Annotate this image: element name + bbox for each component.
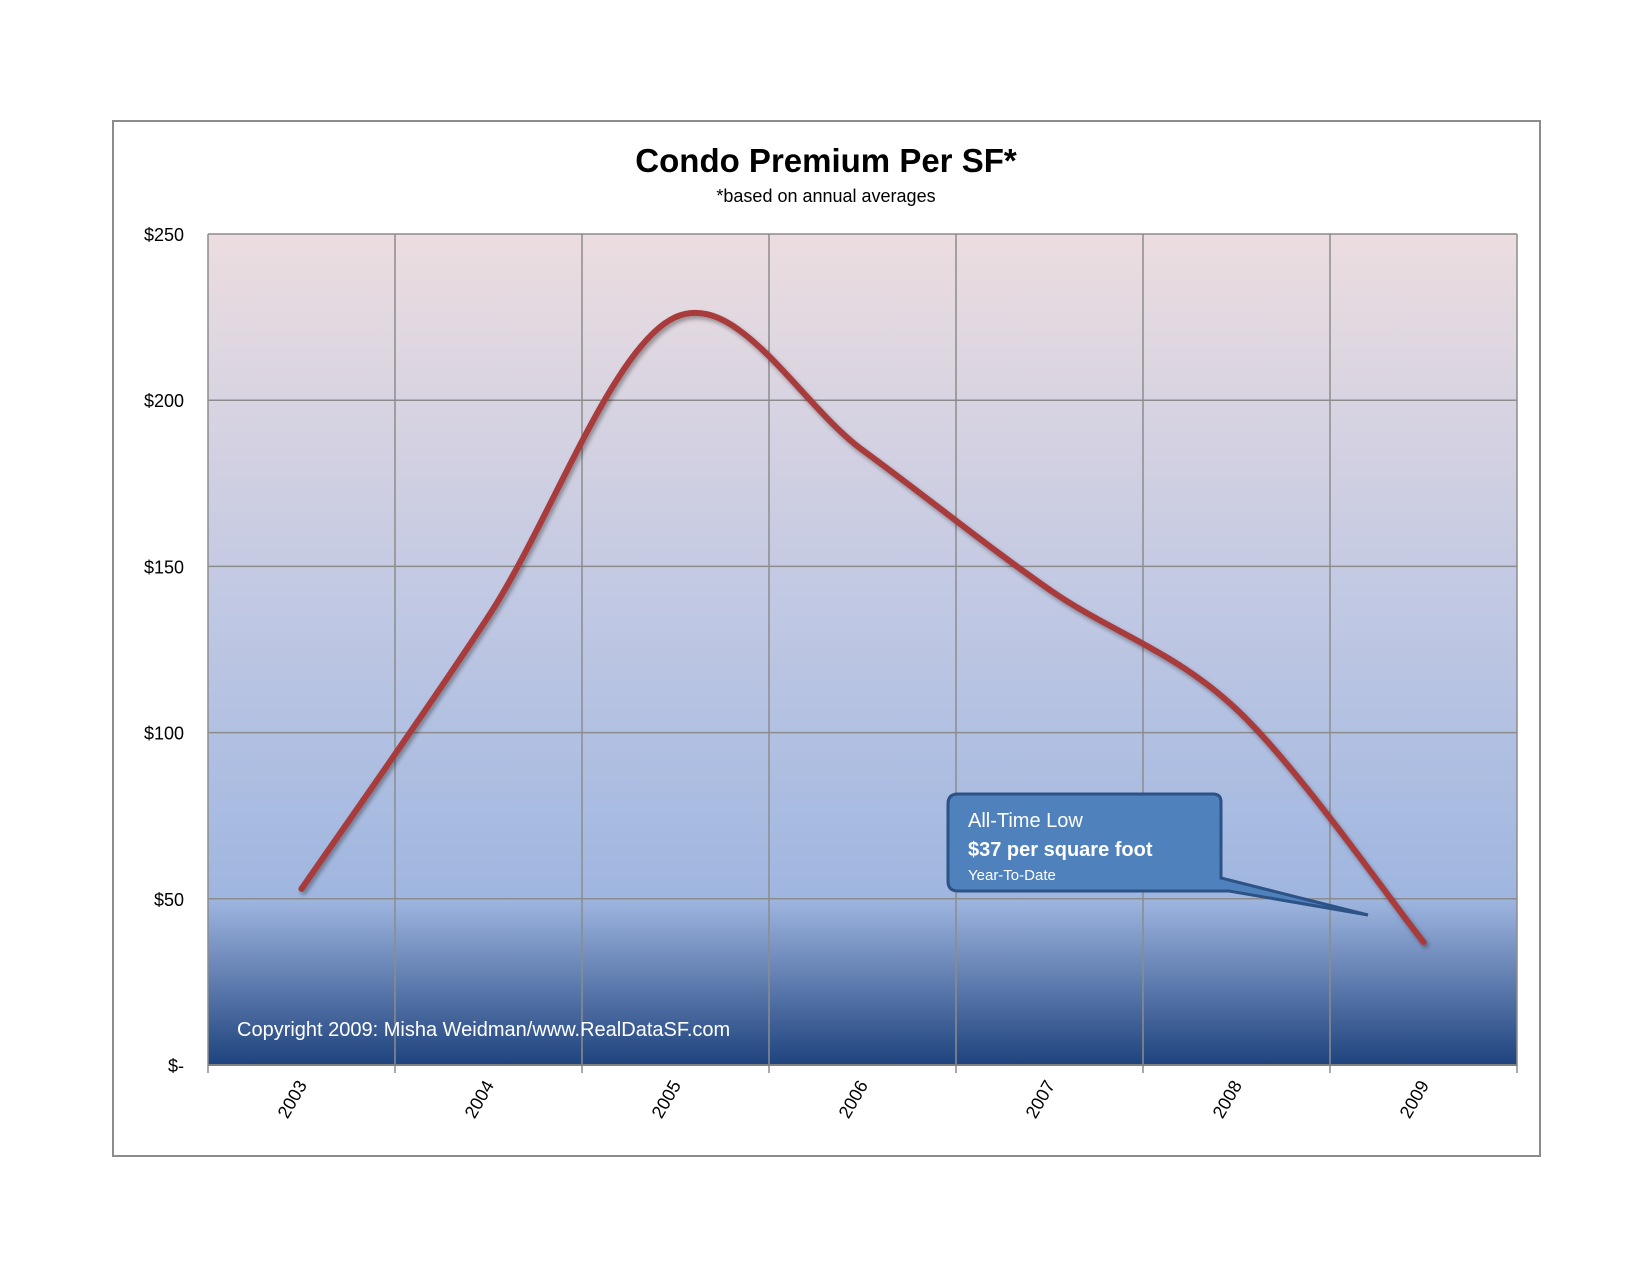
chart-subtitle: *based on annual averages bbox=[716, 186, 935, 206]
data-point bbox=[1420, 939, 1427, 946]
chart-title: Condo Premium Per SF* bbox=[635, 142, 1017, 179]
copyright-text: Copyright 2009: Misha Weidman/www.RealDa… bbox=[237, 1019, 730, 1041]
data-point bbox=[485, 613, 492, 620]
y-tick-label: $150 bbox=[144, 557, 184, 577]
data-points bbox=[298, 314, 1427, 946]
callout-shape bbox=[946, 792, 1369, 917]
data-point bbox=[298, 885, 305, 892]
callout-line1: All-Time Low bbox=[968, 810, 1083, 832]
y-tick-label: $250 bbox=[144, 225, 184, 245]
grid bbox=[207, 233, 1518, 1073]
callout-line3: Year-To-Date bbox=[968, 867, 1056, 884]
y-tick-label: $200 bbox=[144, 391, 184, 411]
data-point bbox=[1046, 586, 1053, 593]
y-axis-tick-labels: $- $50 $100 $150 $200 $250 bbox=[144, 225, 184, 1076]
callout-line2: $37 per square foot bbox=[968, 839, 1153, 861]
data-point bbox=[672, 314, 679, 321]
y-tick-label: $50 bbox=[154, 890, 184, 910]
data-point bbox=[1233, 706, 1240, 713]
data-point bbox=[859, 447, 866, 454]
callout: All-Time Low $37 per square foot Year-To… bbox=[946, 792, 1369, 917]
plot-area bbox=[208, 234, 1517, 1065]
y-tick-label: $100 bbox=[144, 724, 184, 744]
y-tick-label: $- bbox=[168, 1056, 184, 1076]
